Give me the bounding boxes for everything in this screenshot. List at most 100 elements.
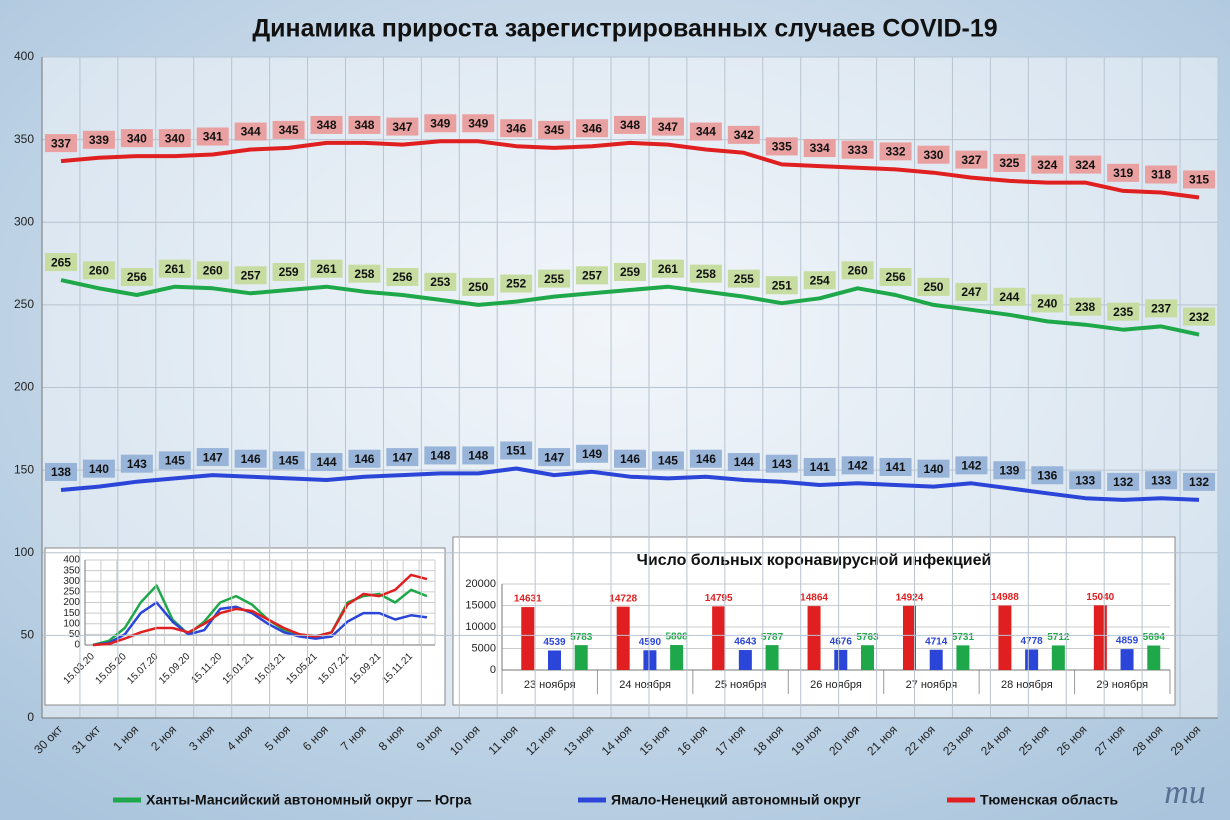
data-label-box xyxy=(158,129,191,148)
data-label-box xyxy=(272,263,305,282)
data-label: 147 xyxy=(203,450,223,464)
bar xyxy=(1120,649,1134,670)
data-label: 4778 xyxy=(1021,636,1044,647)
x-tick-label: 23 ноября xyxy=(524,679,576,691)
data-label: 256 xyxy=(127,270,147,284)
data-label-box xyxy=(158,259,191,278)
data-label-box xyxy=(576,266,609,285)
data-label: 145 xyxy=(658,454,678,468)
data-label: 146 xyxy=(354,452,374,466)
data-label: 244 xyxy=(999,290,1019,304)
data-label: 4590 xyxy=(639,637,662,648)
data-label-box xyxy=(120,129,153,148)
y-tick-label: 400 xyxy=(63,555,80,566)
data-label: 261 xyxy=(165,262,185,276)
data-label: 255 xyxy=(734,272,754,286)
data-label-box xyxy=(1031,294,1064,313)
bar xyxy=(998,605,1012,670)
data-label: 341 xyxy=(203,130,223,144)
data-label: 140 xyxy=(89,462,109,476)
data-label-box xyxy=(386,117,419,136)
data-label-box xyxy=(651,259,684,278)
data-label: 334 xyxy=(810,141,830,155)
data-label-box xyxy=(500,441,533,460)
data-label: 142 xyxy=(961,459,981,473)
data-label-box xyxy=(44,253,77,272)
data-label-box xyxy=(348,115,381,134)
data-label-box xyxy=(1107,302,1140,321)
y-tick-label: 250 xyxy=(63,587,80,598)
data-label-box xyxy=(386,267,419,286)
data-label: 132 xyxy=(1189,475,1209,489)
bar xyxy=(643,650,657,670)
data-label: 260 xyxy=(848,264,868,278)
data-label: 5787 xyxy=(761,632,784,643)
bar xyxy=(1147,645,1161,670)
data-label-box xyxy=(993,153,1026,172)
data-label-box xyxy=(651,117,684,136)
data-label: 349 xyxy=(430,116,450,130)
data-label: 345 xyxy=(279,123,299,137)
data-label-box xyxy=(424,272,457,291)
bar xyxy=(521,607,535,670)
data-label-box xyxy=(765,454,798,473)
data-label: 146 xyxy=(620,452,640,466)
y-tick-label: 300 xyxy=(63,576,80,587)
data-label: 349 xyxy=(468,116,488,130)
data-label: 339 xyxy=(89,133,109,147)
data-label: 139 xyxy=(999,463,1019,477)
y-tick-label: 400 xyxy=(14,49,34,63)
data-label-box xyxy=(727,269,760,288)
x-tick-label: 29 ноября xyxy=(1096,679,1148,691)
bar xyxy=(834,649,848,670)
data-label: 144 xyxy=(317,455,337,469)
data-label-box xyxy=(803,139,836,158)
bar xyxy=(712,606,726,670)
data-label-box xyxy=(310,259,343,278)
data-label: 345 xyxy=(544,123,564,137)
data-label-box xyxy=(879,267,912,286)
data-label: 257 xyxy=(582,268,602,282)
data-label-box xyxy=(841,261,874,280)
data-label: 251 xyxy=(772,278,792,292)
data-label: 4643 xyxy=(734,637,757,648)
chart-title: Динамика прироста зарегистрированных слу… xyxy=(252,15,997,43)
data-label: 333 xyxy=(848,143,868,157)
legend-label: Ямало-Ненецкий автономный округ xyxy=(611,792,861,808)
data-label: 4539 xyxy=(543,637,566,648)
data-label: 132 xyxy=(1113,475,1133,489)
y-tick-label: 0 xyxy=(490,664,496,676)
data-label-box xyxy=(1183,307,1216,326)
data-label: 348 xyxy=(620,118,640,132)
data-label-box xyxy=(614,263,646,282)
series-line xyxy=(60,278,1200,337)
data-label: 148 xyxy=(468,449,488,463)
data-label-box xyxy=(993,287,1026,306)
data-label: 340 xyxy=(165,131,185,145)
inset-title: Число больных коронавирусной инфекцией xyxy=(637,552,992,569)
data-label-box xyxy=(651,451,684,470)
data-label-box xyxy=(614,449,646,468)
data-label-box xyxy=(1069,471,1102,490)
data-label-box xyxy=(500,274,533,293)
data-label-box xyxy=(1145,471,1178,490)
data-label: 5783 xyxy=(570,632,593,643)
y-tick-label: 150 xyxy=(63,608,80,619)
bar xyxy=(547,650,561,670)
data-label-box xyxy=(689,264,722,283)
bar xyxy=(860,645,874,670)
data-label: 141 xyxy=(810,460,830,474)
data-label: 347 xyxy=(392,120,412,134)
data-label-box xyxy=(196,261,229,280)
data-label-box xyxy=(196,448,229,467)
data-label-box xyxy=(310,115,343,134)
data-label: 258 xyxy=(354,267,374,281)
bar xyxy=(765,645,779,670)
data-label-box xyxy=(841,456,874,475)
series-line xyxy=(60,466,1200,502)
y-tick-label: 200 xyxy=(63,597,80,608)
data-label-box xyxy=(1183,472,1216,491)
data-label-box xyxy=(955,282,988,301)
data-label-box xyxy=(576,119,609,138)
